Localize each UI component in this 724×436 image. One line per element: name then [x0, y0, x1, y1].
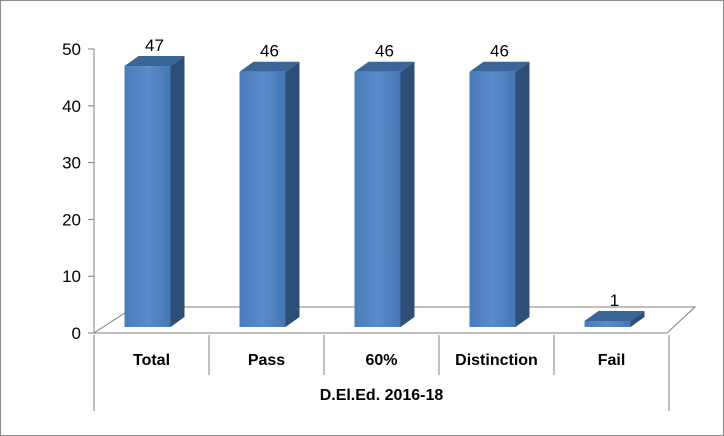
bar-side[interactable] — [400, 61, 415, 327]
category-label: Distinction — [455, 352, 538, 369]
category-label: Pass — [248, 352, 285, 369]
y-tick-label: 10 — [62, 267, 81, 286]
bar-side[interactable] — [170, 56, 185, 327]
y-tick-label: 20 — [62, 210, 81, 229]
y-tick-label: 50 — [62, 40, 81, 59]
bar-top[interactable] — [124, 56, 185, 67]
bar[interactable] — [354, 71, 401, 327]
category-label: 60% — [365, 352, 397, 369]
data-label: 47 — [145, 36, 164, 55]
y-tick-label: 40 — [62, 97, 81, 116]
bar[interactable] — [584, 321, 631, 327]
data-label: 46 — [260, 42, 279, 61]
bar-top[interactable] — [354, 61, 415, 72]
bar[interactable] — [124, 66, 171, 327]
data-label: 46 — [490, 42, 509, 61]
category-label: Total — [133, 352, 170, 369]
y-tick-label: 30 — [62, 154, 81, 173]
bar-top[interactable] — [469, 61, 530, 72]
bar-side[interactable] — [515, 61, 530, 327]
bar-top[interactable] — [239, 61, 300, 72]
bar-side[interactable] — [630, 311, 645, 327]
bar-top[interactable] — [584, 311, 645, 321]
y-tick-label: 0 — [72, 324, 81, 343]
category-label: Fail — [598, 352, 626, 369]
group-label: D.El.Ed. 2016-18 — [320, 387, 444, 404]
bar[interactable] — [469, 71, 516, 327]
data-label: 1 — [610, 291, 619, 310]
data-label: 46 — [375, 42, 394, 61]
bar[interactable] — [239, 71, 286, 327]
bar-side[interactable] — [285, 61, 300, 327]
